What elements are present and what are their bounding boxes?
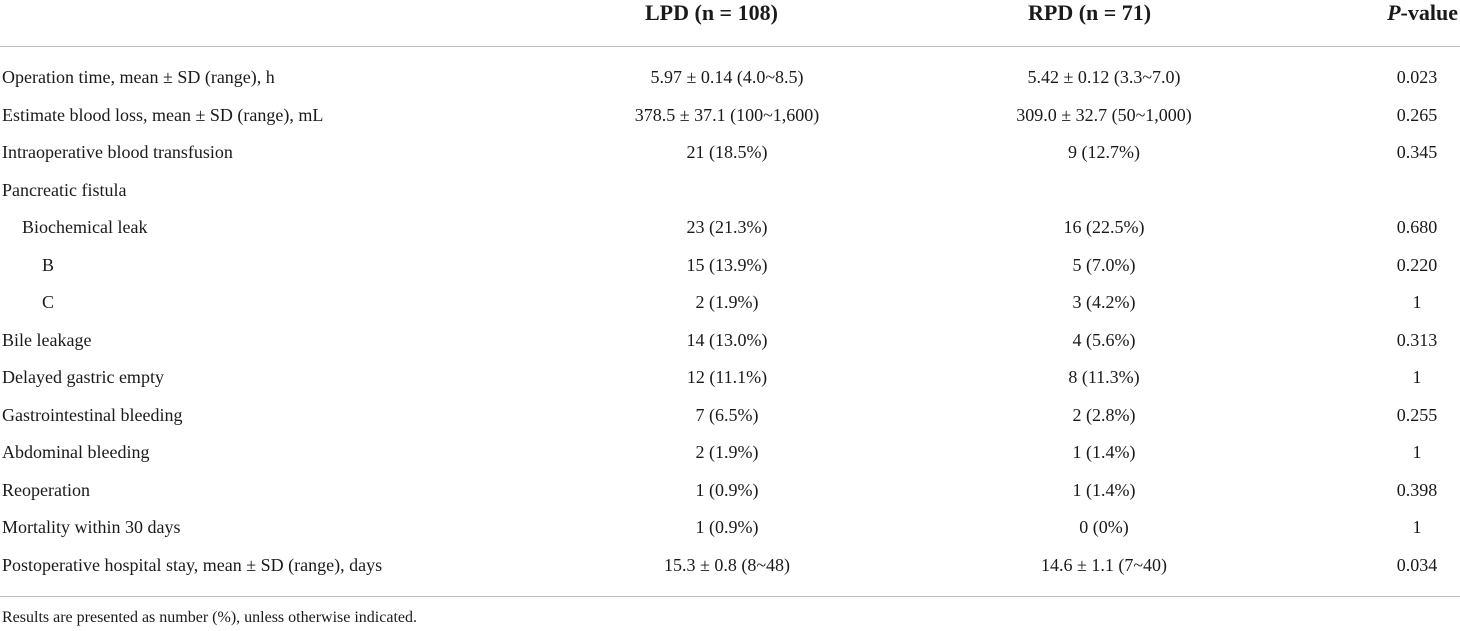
row-label: Estimate blood loss, mean ± SD (range), … (2, 104, 324, 125)
cell-p-value: 0.345 (1396, 142, 1438, 162)
cell-lpd: 12 (11.1%) (686, 367, 768, 387)
cell-p-value: 1 (1412, 442, 1422, 462)
cell-lpd: 2 (1.9%) (695, 442, 759, 462)
row-label: Mortality within 30 days (2, 517, 181, 537)
cell-rpd: 2 (2.8%) (1072, 404, 1136, 425)
cell-p-value: 0.313 (1396, 329, 1438, 350)
header-rpd: RPD (n = 71) (1028, 0, 1152, 25)
table-body: Operation time, mean ± SD (range), h 5.97… (0, 58, 1460, 583)
cell-rpd: 16 (22.5%) (1063, 217, 1145, 237)
cell-rpd: 9 (12.7%) (1068, 142, 1140, 162)
table-row: Reoperation 1 (0.9%) 1 (1.4%) 0.398 (0, 471, 1460, 509)
cell-rpd: 5.42 ± 0.12 (3.3~7.0) (1027, 67, 1181, 87)
cell-p-value: 0.023 (1396, 67, 1438, 87)
table-bottom-divider (0, 596, 1460, 597)
cell-lpd: 15.3 ± 0.8 (8~48) (663, 554, 791, 575)
cell-p-value: 0.255 (1396, 404, 1438, 425)
cell-rpd: 0 (0%) (1079, 517, 1129, 537)
table-row: Abdominal bleeding 2 (1.9%) 1 (1.4%) 1 (0, 433, 1460, 471)
row-label: Gastrointestinal bleeding (2, 404, 183, 425)
cell-lpd: 7 (6.5%) (695, 404, 759, 425)
cell-p-value: 0.034 (1396, 554, 1438, 575)
cell-rpd: 5 (7.0%) (1072, 254, 1136, 275)
cell-rpd: 14.6 ± 1.1 (7~40) (1040, 554, 1168, 575)
cell-lpd: 378.5 ± 37.1 (100~1,600) (634, 104, 820, 125)
cell-lpd: 1 (0.9%) (695, 479, 759, 500)
cell-lpd: 21 (18.5%) (686, 142, 768, 162)
cell-lpd: 14 (13.0%) (686, 329, 768, 350)
table-header-row: LPD (n = 108) RPD (n = 71) P-value (0, 0, 1460, 46)
table-row: Intraoperative blood transfusion 21 (18.5… (0, 133, 1460, 171)
cell-rpd: 4 (5.6%) (1072, 329, 1136, 350)
cell-lpd: 1 (0.9%) (695, 517, 759, 537)
cell-p-value: 1 (1412, 517, 1422, 537)
table-row: Biochemical leak 23 (21.3%) 16 (22.5%) 0.68… (0, 208, 1460, 246)
header-p-italic: P (1387, 0, 1401, 25)
cell-p-value: 0.398 (1396, 479, 1438, 500)
cell-p-value: 0.265 (1396, 104, 1438, 125)
table-row: Delayed gastric empty 12 (11.1%) 8 (11.3%)… (0, 358, 1460, 396)
cell-lpd: 23 (21.3%) (686, 217, 768, 237)
row-label: B (42, 254, 55, 275)
row-label: Abdominal bleeding (2, 442, 150, 462)
table-row: Pancreatic fistula (0, 171, 1460, 209)
row-label: Delayed gastric empty (2, 367, 164, 387)
row-label: Biochemical leak (22, 217, 148, 237)
cell-p-value: 0.680 (1396, 217, 1438, 237)
cell-lpd: 2 (1.9%) (695, 292, 759, 312)
cell-rpd: 309.0 ± 32.7 (50~1,000) (1016, 104, 1192, 125)
table-row: Mortality within 30 days 1 (0.9%) 0 (0%) 1 (0, 508, 1460, 546)
row-label: Pancreatic fistula (2, 179, 127, 200)
header-p-value: P-value (1387, 0, 1458, 26)
row-label: Reoperation (2, 479, 90, 500)
header-p-rest: -value (1400, 0, 1458, 25)
header-divider (0, 46, 1460, 47)
row-label: Postoperative hospital stay, mean ± SD (… (2, 554, 383, 575)
cell-rpd: 8 (11.3%) (1068, 367, 1140, 387)
row-label: C (42, 292, 55, 312)
row-label: Operation time, mean ± SD (range), h (2, 67, 275, 87)
cell-p-value: 1 (1412, 292, 1422, 312)
table-row: Gastrointestinal bleeding 7 (6.5%) 2 (2.8%… (0, 396, 1460, 434)
cell-p-value: 1 (1412, 367, 1422, 387)
table-row: Operation time, mean ± SD (range), h 5.97… (0, 58, 1460, 96)
row-label: Intraoperative blood transfusion (2, 142, 233, 162)
cell-lpd: 5.97 ± 0.14 (4.0~8.5) (650, 67, 804, 87)
cell-rpd: 1 (1.4%) (1072, 479, 1136, 500)
cell-lpd: 15 (13.9%) (686, 254, 768, 275)
header-lpd: LPD (n = 108) (645, 0, 778, 25)
cell-rpd: 3 (4.2%) (1072, 292, 1136, 312)
table-row: B 15 (13.9%) 5 (7.0%) 0.220 (0, 246, 1460, 284)
table-row: Bile leakage 14 (13.0%) 4 (5.6%) 0.313 (0, 321, 1460, 359)
cell-rpd: 1 (1.4%) (1072, 442, 1136, 462)
table-row: C 2 (1.9%) 3 (4.2%) 1 (0, 283, 1460, 321)
table-footnote: Results are presented as number (%), unl… (2, 609, 417, 626)
cell-p-value: 0.220 (1396, 254, 1438, 275)
table-row: Postoperative hospital stay, mean ± SD (… (0, 546, 1460, 584)
table-row: Estimate blood loss, mean ± SD (range), … (0, 96, 1460, 134)
row-label: Bile leakage (2, 329, 92, 350)
